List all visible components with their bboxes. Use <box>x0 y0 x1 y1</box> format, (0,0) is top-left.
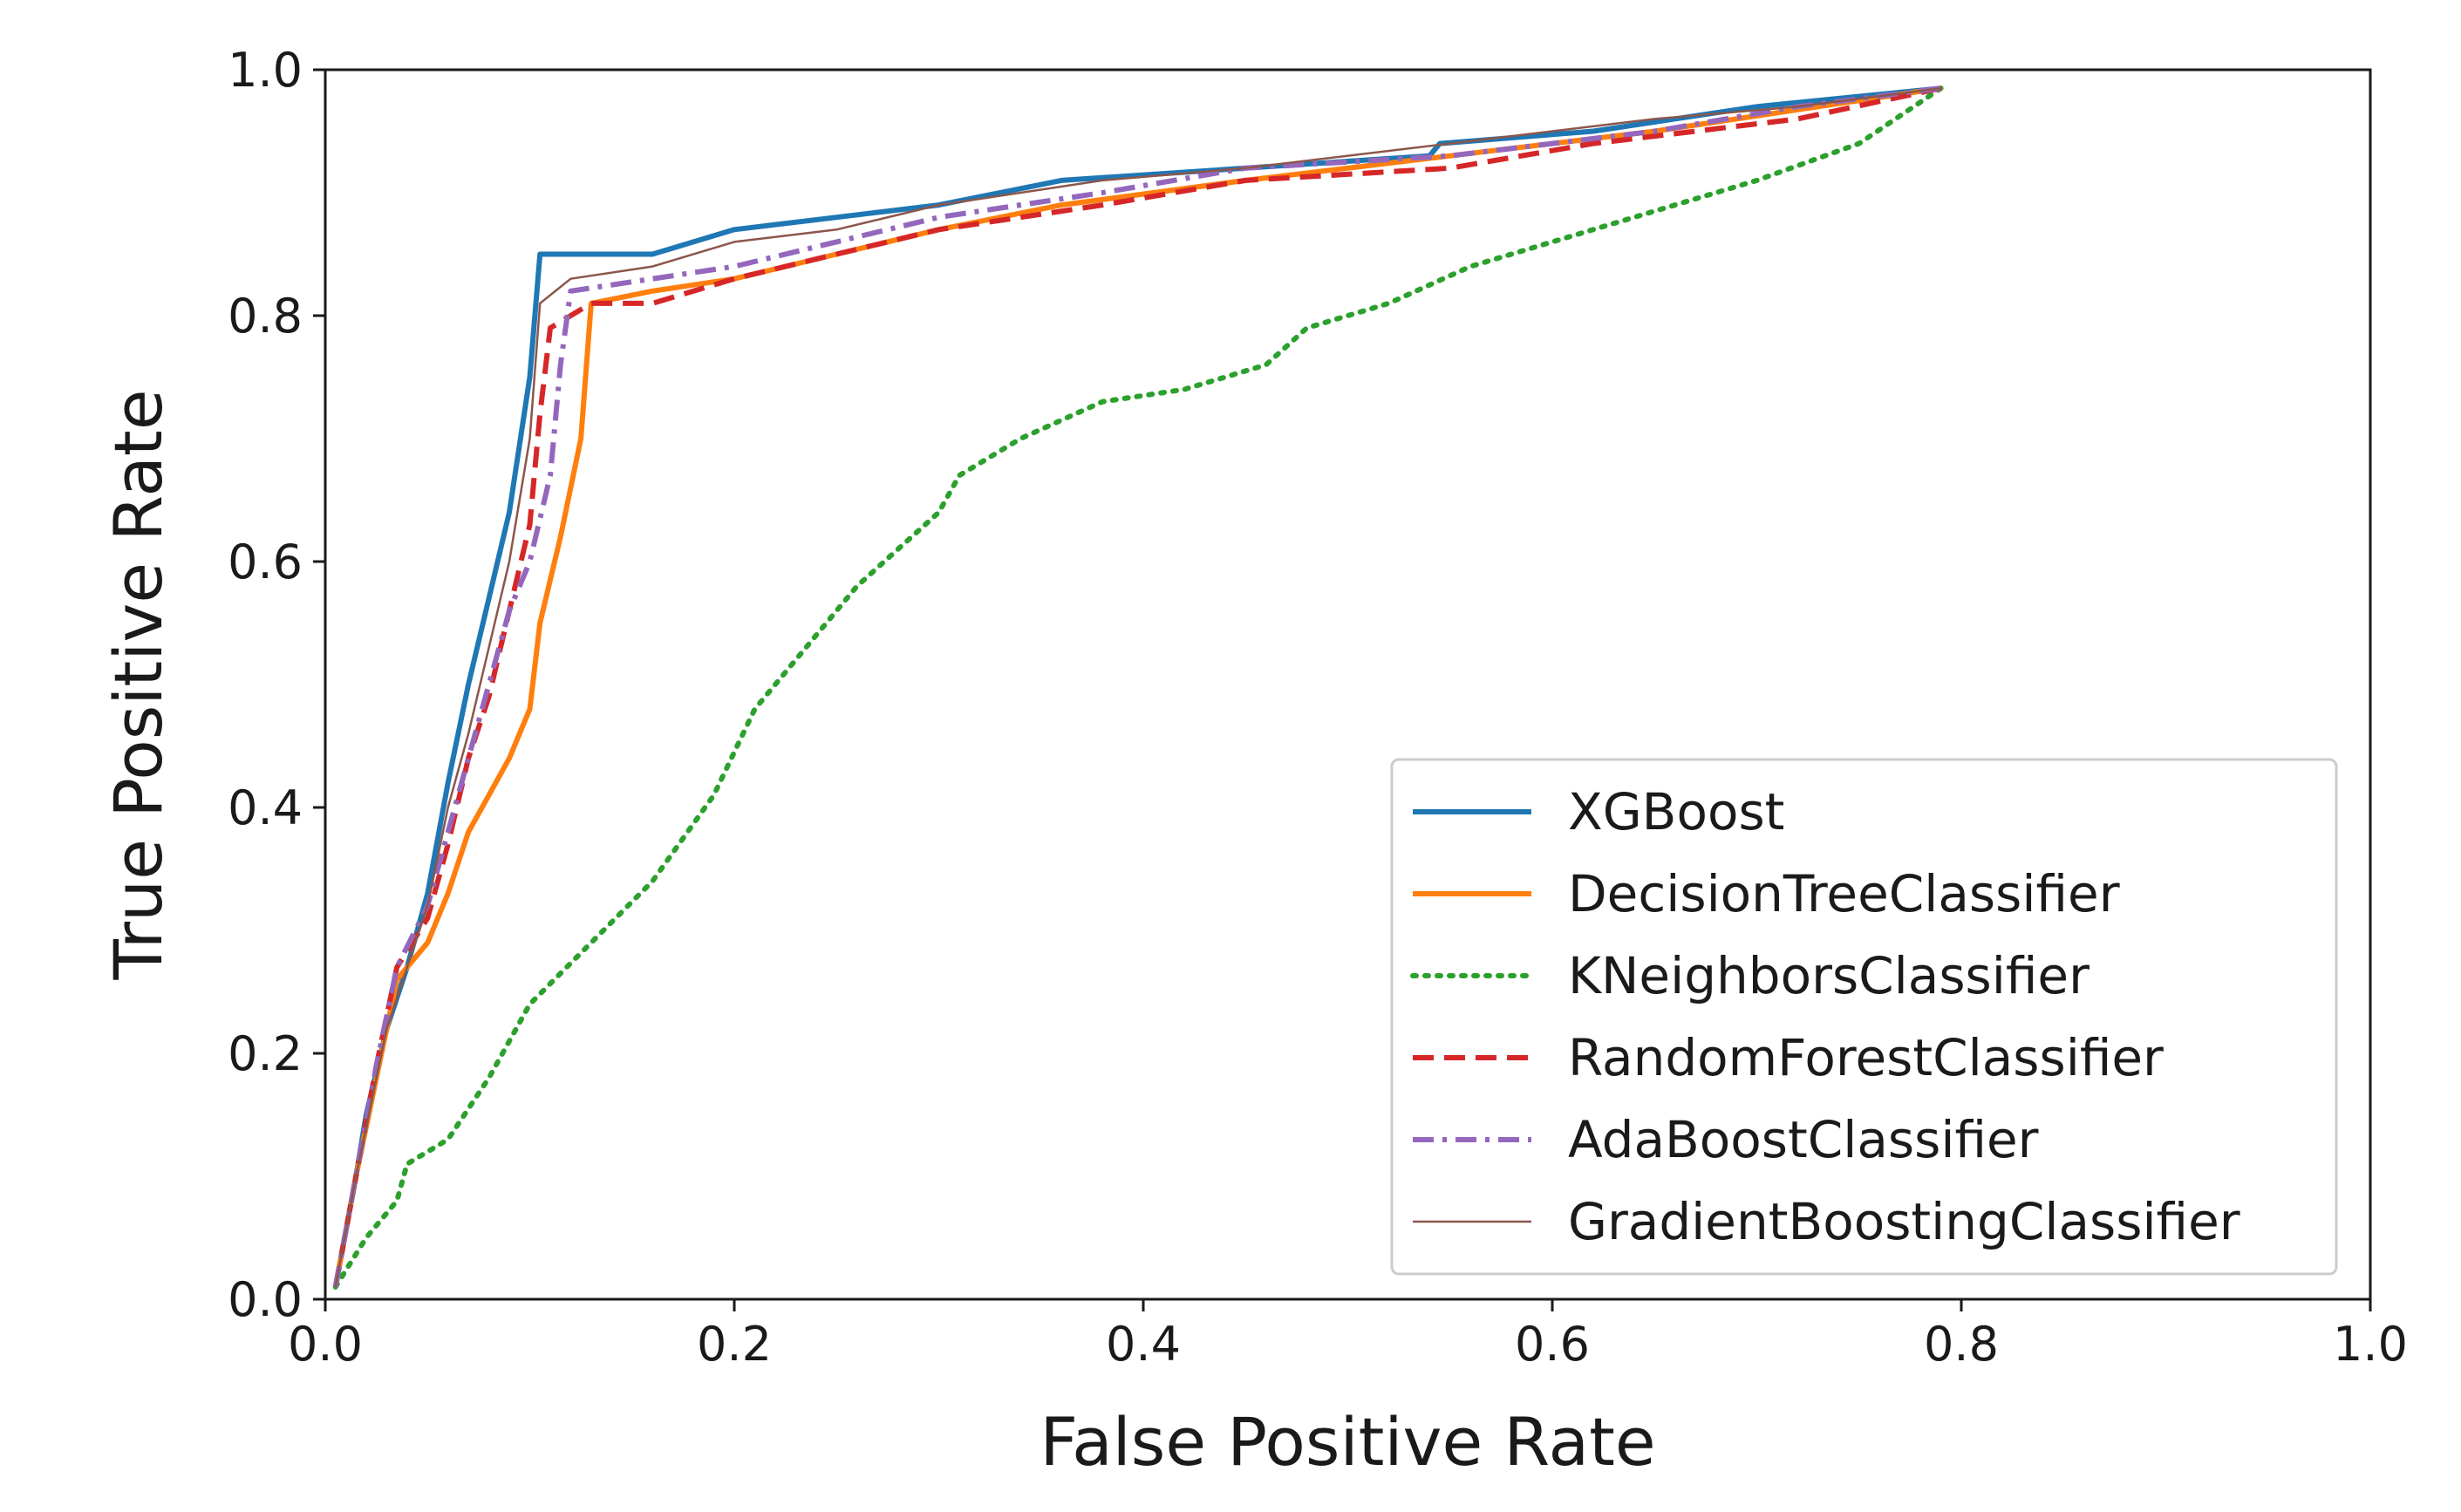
y-axis-ticks: 0.0 0.2 0.4 0.6 0.8 1.0 <box>228 43 325 1327</box>
series-line-gradientboostingclassifier <box>334 86 1941 1288</box>
series-line-kneighborsclassifier <box>332 85 1944 1290</box>
x-tick-label: 0.4 <box>1106 1317 1181 1372</box>
x-tick-label: 0.6 <box>1515 1317 1590 1372</box>
y-tick-label: 0.6 <box>228 535 303 589</box>
x-axis-ticks: 0.0 0.2 0.4 0.6 0.8 1.0 <box>288 1299 2408 1372</box>
x-axis-title: False Positive Rate <box>1040 1403 1655 1481</box>
y-tick-label: 0.0 <box>228 1272 303 1327</box>
series-line-adaboostclassifier <box>332 85 1941 1288</box>
x-tick-label: 1.0 <box>2333 1317 2408 1372</box>
plot-frame <box>324 68 2372 1301</box>
x-tick-label: 0.8 <box>1924 1317 1999 1372</box>
series-layer <box>332 85 1944 1290</box>
legend: XGBoost DecisionTreeClassifier KNeighborsC… <box>1390 758 2338 1276</box>
y-tick-label: 0.4 <box>228 780 303 835</box>
legend-label: AdaBoostClassifier <box>1568 1110 2039 1169</box>
legend-label: DecisionTreeClassifier <box>1568 864 2120 923</box>
legend-box <box>1390 758 2338 1276</box>
x-tick-label: 0.2 <box>697 1317 772 1372</box>
y-tick-label: 1.0 <box>228 43 303 98</box>
legend-label: XGBoost <box>1568 782 1784 841</box>
legend-label: GradientBoostingClassifier <box>1568 1192 2240 1251</box>
y-axis-title: True Positive Rate <box>99 390 177 981</box>
x-tick-label: 0.0 <box>288 1317 363 1372</box>
legend-label: KNeighborsClassifier <box>1568 946 2089 1005</box>
y-tick-label: 0.8 <box>228 289 303 344</box>
y-tick-label: 0.2 <box>228 1026 303 1081</box>
legend-label: RandomForestClassifier <box>1568 1028 2164 1087</box>
